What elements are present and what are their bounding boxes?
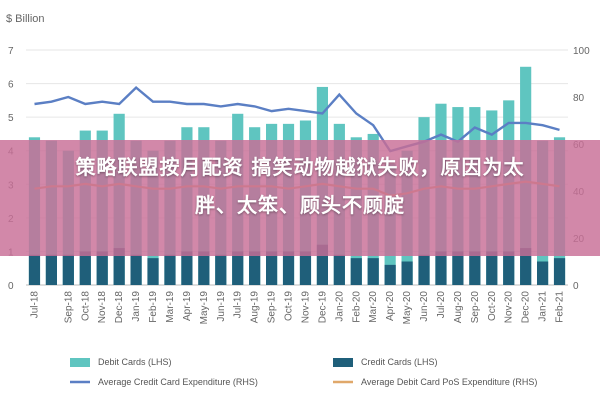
legend-label: Credit Cards (LHS)	[361, 357, 438, 367]
bar-credit-cards	[164, 254, 176, 285]
bar-credit-cards	[45, 254, 57, 285]
bar-credit-cards	[367, 258, 379, 285]
y-right-tick-label: 80	[573, 93, 585, 104]
x-tick-label: Apr-19	[182, 291, 193, 321]
overlay-caption: 策略联盟按月配资 搞笑动物越狱失败，原因为太 胖、太笨、顾头不顾腚	[0, 148, 600, 224]
x-tick-label: Jan-21	[538, 291, 549, 322]
y-left-tick-label: 5	[8, 113, 14, 124]
bar-credit-cards	[469, 251, 481, 285]
overlay-line-1: 策略联盟按月配资 搞笑动物越狱失败，原因为太	[75, 155, 525, 179]
x-tick-label: Jun-19	[216, 291, 227, 322]
x-tick-label: Oct-19	[284, 291, 295, 321]
bar-credit-cards	[333, 254, 345, 285]
x-tick-label: Feb-19	[148, 291, 159, 323]
bar-credit-cards	[537, 261, 549, 285]
bar-credit-cards	[249, 251, 261, 285]
bar-credit-cards	[486, 251, 498, 285]
x-tick-label: Oct-20	[487, 291, 498, 321]
x-tick-label: Jan-19	[131, 291, 142, 322]
x-tick-label: Sep-20	[470, 291, 481, 324]
overlay-line-2: 胖、太笨、顾头不顾腚	[195, 193, 405, 217]
legend-label: Debit Cards (LHS)	[98, 357, 172, 367]
bar-credit-cards	[316, 244, 328, 285]
bar-credit-cards	[350, 258, 362, 285]
x-tick-label: Jan-20	[334, 291, 345, 322]
x-tick-label: Aug-20	[453, 291, 464, 324]
legend-swatch	[333, 358, 353, 367]
x-tick-label: Apr-20	[385, 291, 396, 321]
y-left-tick-label: 7	[8, 46, 14, 57]
x-tick-label: Aug-19	[250, 291, 261, 324]
bar-credit-cards	[452, 251, 464, 285]
x-tick-label: Jun-20	[419, 291, 430, 322]
y-right-tick-label: 0	[573, 281, 579, 292]
left-axis-unit: $ Billion	[6, 13, 45, 25]
bar-credit-cards	[282, 251, 295, 285]
y-right-tick-label: 100	[573, 46, 590, 57]
bar-credit-cards	[266, 251, 278, 285]
bar-credit-cards	[215, 254, 227, 285]
bar-credit-cards	[130, 254, 142, 285]
x-tick-label: Dec-20	[521, 291, 532, 324]
bar-credit-cards	[299, 251, 312, 285]
x-tick-label: Oct-18	[80, 291, 91, 321]
x-tick-label: May-19	[199, 291, 210, 325]
y-left-tick-label: 0	[8, 281, 14, 292]
bar-credit-cards	[113, 248, 125, 285]
x-tick-label: Nov-19	[300, 291, 311, 324]
bar-credit-cards	[435, 251, 447, 285]
x-tick-label: Dec-18	[114, 291, 125, 324]
bar-credit-cards	[401, 261, 413, 285]
bar-credit-cards	[232, 251, 244, 285]
y-left-tick-label: 6	[8, 80, 14, 91]
x-tick-label: Sep-18	[63, 291, 74, 324]
x-tick-label: Jul-19	[233, 291, 244, 319]
bar-credit-cards	[503, 251, 515, 285]
x-tick-label: Nov-18	[97, 291, 108, 324]
x-tick-label: Mar-20	[368, 291, 379, 323]
x-tick-label: Feb-20	[351, 291, 362, 323]
bar-credit-cards	[198, 251, 210, 285]
bar-credit-cards	[418, 254, 430, 285]
overlay-banner	[0, 140, 600, 256]
bar-credit-cards	[384, 264, 396, 285]
x-tick-label: Nov-20	[504, 291, 515, 324]
x-tick-label: May-20	[402, 291, 413, 325]
bar-credit-cards	[62, 254, 74, 285]
x-tick-label: Sep-19	[267, 291, 278, 324]
bar-credit-cards	[520, 248, 532, 285]
x-tick-label: Dec-19	[317, 291, 328, 324]
bar-credit-cards	[181, 251, 193, 285]
line-avg-credit-card-expenditure	[34, 85, 560, 153]
bar-credit-cards	[28, 254, 41, 285]
legend-label: Average Credit Card Expenditure (RHS)	[98, 377, 258, 387]
bar-credit-cards	[147, 258, 159, 285]
bar-credit-cards	[96, 251, 108, 285]
legend-swatch	[70, 358, 90, 367]
legend-label: Average Debit Card PoS Expenditure (RHS)	[361, 377, 537, 387]
x-tick-label: Jul-20	[436, 291, 447, 319]
x-tick-label: Mar-19	[165, 291, 176, 323]
x-tick-label: Feb-21	[555, 291, 566, 323]
x-tick-label: Jul-18	[29, 291, 40, 319]
bar-credit-cards	[553, 258, 566, 285]
bar-credit-cards	[79, 251, 91, 285]
